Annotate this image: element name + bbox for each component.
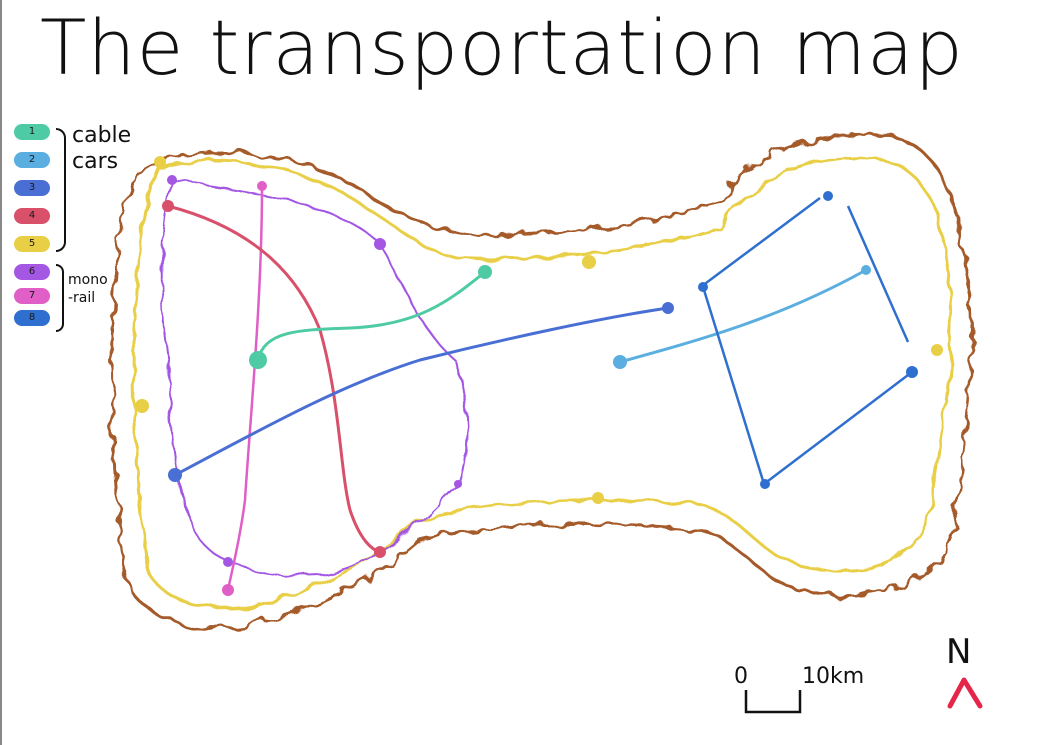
station-marker <box>592 492 604 504</box>
station-marker <box>823 191 833 201</box>
legend-brace-monorail <box>56 264 64 332</box>
station-marker <box>613 355 627 369</box>
legend-group-monorail-line2: -rail <box>68 290 96 306</box>
line-3-route <box>174 306 669 477</box>
north-label: N <box>946 632 972 672</box>
station-marker <box>582 255 596 269</box>
legend-swatch-8: 8 <box>14 310 50 326</box>
station-marker <box>154 156 166 168</box>
scale-label: 0 10km <box>734 664 864 689</box>
station-marker <box>454 480 462 488</box>
station-marker <box>222 584 234 596</box>
scale-end-label: 10km <box>802 664 865 689</box>
line-4-route <box>167 204 381 554</box>
legend: 1 2 3 4 5 6 7 8 cable cars mono -rail <box>10 124 150 334</box>
legend-group-cable-line2: cars <box>72 149 119 174</box>
line-6-route <box>160 179 468 577</box>
legend-brace-cable-cars <box>56 128 66 252</box>
line-5-stations <box>135 156 943 504</box>
legend-swatch-7: 7 <box>14 288 50 304</box>
station-marker <box>760 479 770 489</box>
station-marker <box>257 181 267 191</box>
station-marker <box>861 265 871 275</box>
legend-swatch-1: 1 <box>14 124 50 140</box>
station-marker <box>168 468 182 482</box>
legend-swatch-3: 3 <box>14 180 50 196</box>
line-3-stations <box>168 302 674 482</box>
station-marker <box>135 399 149 413</box>
inner-border-line <box>132 156 953 610</box>
station-marker <box>223 557 233 567</box>
station-marker <box>162 200 174 212</box>
station-marker <box>698 282 708 292</box>
line-8-route <box>701 196 913 485</box>
line-8-stations <box>698 191 918 489</box>
line-1-route <box>256 270 486 361</box>
legend-group-monorail-line1: mono <box>68 272 108 288</box>
line-7-route <box>226 185 264 591</box>
line-2-stations <box>613 265 871 369</box>
station-marker <box>374 238 386 250</box>
station-marker <box>374 546 386 558</box>
station-marker <box>167 175 177 185</box>
north-arrow-icon <box>947 677 983 709</box>
legend-swatch-4: 4 <box>14 208 50 224</box>
station-marker <box>931 344 943 356</box>
outer-border-line <box>110 132 973 630</box>
station-marker <box>478 265 492 279</box>
legend-swatch-5: 5 <box>14 236 50 252</box>
line-2-route <box>619 268 867 364</box>
line-1-stations <box>249 265 492 369</box>
map-title: The transportation map <box>40 3 964 92</box>
scale-bar <box>744 690 802 714</box>
station-marker <box>662 302 674 314</box>
legend-group-cable-line1: cable <box>72 123 132 148</box>
legend-swatch-6: 6 <box>14 264 50 280</box>
line-6-stations <box>167 175 462 567</box>
station-marker <box>249 351 267 369</box>
legend-swatch-2: 2 <box>14 152 50 168</box>
station-marker <box>906 366 918 378</box>
line-7-stations <box>222 181 267 596</box>
scale-start-label: 0 <box>734 664 748 689</box>
line-4-stations <box>162 200 386 558</box>
